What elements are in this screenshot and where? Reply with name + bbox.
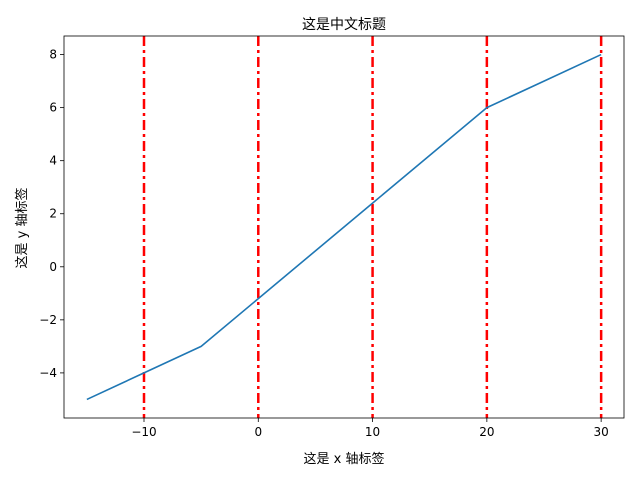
series-line-0 xyxy=(86,53,602,401)
y-axis-label: 这是 y 轴标签 xyxy=(14,188,30,269)
y-tick-label-5: 6 xyxy=(49,101,57,115)
y-tick-label-3: 2 xyxy=(49,207,57,221)
y-tick-label-4: 4 xyxy=(49,154,57,168)
vertical-lines xyxy=(142,36,603,418)
y-ticks: −4 −2 0 2 4 6 8 xyxy=(39,48,64,380)
y-tick-label-0: −4 xyxy=(39,366,57,380)
x-axis-label: 这是 x 轴标签 xyxy=(304,451,385,467)
y-tick-label-6: 8 xyxy=(49,48,57,62)
x-tick-label-4: 30 xyxy=(594,425,609,439)
y-tick-label-2: 0 xyxy=(49,260,57,274)
series-layer xyxy=(86,53,602,401)
x-tick-label-2: 10 xyxy=(365,425,380,439)
y-tick-label-1: −2 xyxy=(39,313,57,327)
plot-area-frame xyxy=(63,35,625,419)
x-tick-label-0: −10 xyxy=(131,425,156,439)
chart-title: 这是中文标题 xyxy=(302,16,386,33)
x-tick-label-3: 20 xyxy=(479,425,494,439)
x-ticks: −10 0 10 20 30 xyxy=(131,418,609,439)
x-tick-label-1: 0 xyxy=(254,425,262,439)
